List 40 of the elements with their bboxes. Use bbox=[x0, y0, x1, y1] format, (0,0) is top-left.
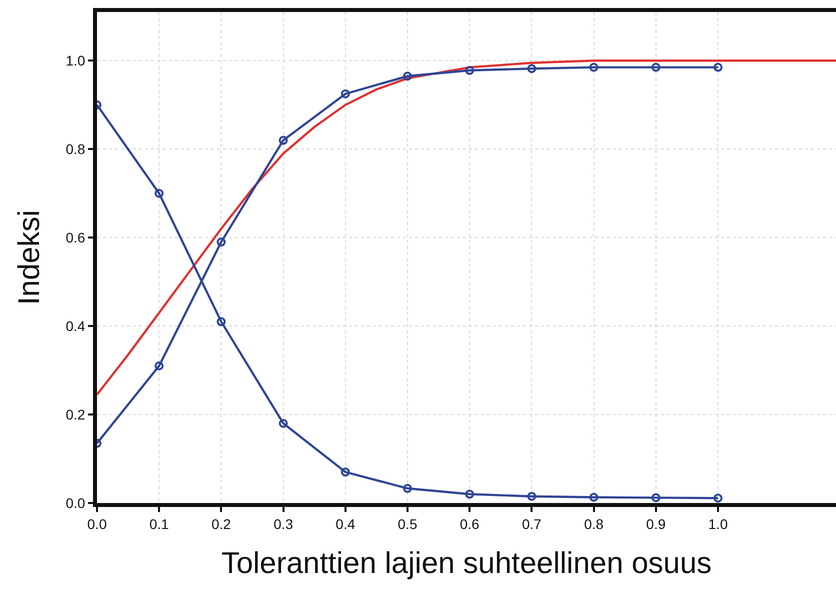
x-tick-label: 0.6 bbox=[460, 516, 480, 532]
point bbox=[340, 89, 350, 98]
x-tick-label: 0.7 bbox=[522, 516, 542, 532]
point bbox=[527, 64, 536, 74]
x-tick-label: 0.0 bbox=[87, 516, 107, 532]
point bbox=[216, 317, 226, 326]
x-tick-label: 0.4 bbox=[336, 516, 356, 532]
point bbox=[651, 493, 660, 502]
x-tick-label: 0.1 bbox=[149, 516, 170, 532]
point bbox=[216, 238, 226, 247]
y-tick-label: 0.8 bbox=[66, 141, 86, 158]
y-axis-title: Indeksi bbox=[13, 210, 46, 306]
point bbox=[340, 468, 350, 477]
point bbox=[278, 418, 288, 428]
y-tick-label: 0.2 bbox=[66, 406, 86, 422]
point bbox=[589, 62, 598, 72]
point bbox=[465, 490, 474, 499]
point bbox=[527, 492, 536, 501]
point bbox=[589, 492, 598, 502]
y-tick-label: 1.0 bbox=[66, 52, 86, 69]
x-tick-label: 0.8 bbox=[584, 516, 604, 532]
point bbox=[714, 494, 723, 503]
point bbox=[714, 62, 723, 72]
point bbox=[465, 66, 474, 75]
x-tick-label: 0.5 bbox=[398, 516, 418, 532]
y-tick-label: 0.4 bbox=[66, 318, 86, 334]
y-tick-label: 0.0 bbox=[66, 494, 86, 511]
point bbox=[651, 62, 660, 72]
point bbox=[403, 72, 412, 81]
point bbox=[154, 188, 164, 198]
x-tick-label: 1.0 bbox=[708, 516, 728, 532]
point bbox=[403, 484, 412, 493]
x-axis-title: Toleranttien lajien suhteellinen osuus bbox=[221, 546, 712, 580]
x-tick-label: 0.3 bbox=[274, 516, 294, 532]
x-tick-label: 0.9 bbox=[646, 516, 666, 532]
x-tick-label: 0.2 bbox=[211, 516, 232, 532]
point bbox=[154, 361, 164, 370]
line-series bbox=[97, 60, 836, 396]
y-tick-label: 0.6 bbox=[66, 229, 86, 246]
point bbox=[278, 136, 288, 145]
